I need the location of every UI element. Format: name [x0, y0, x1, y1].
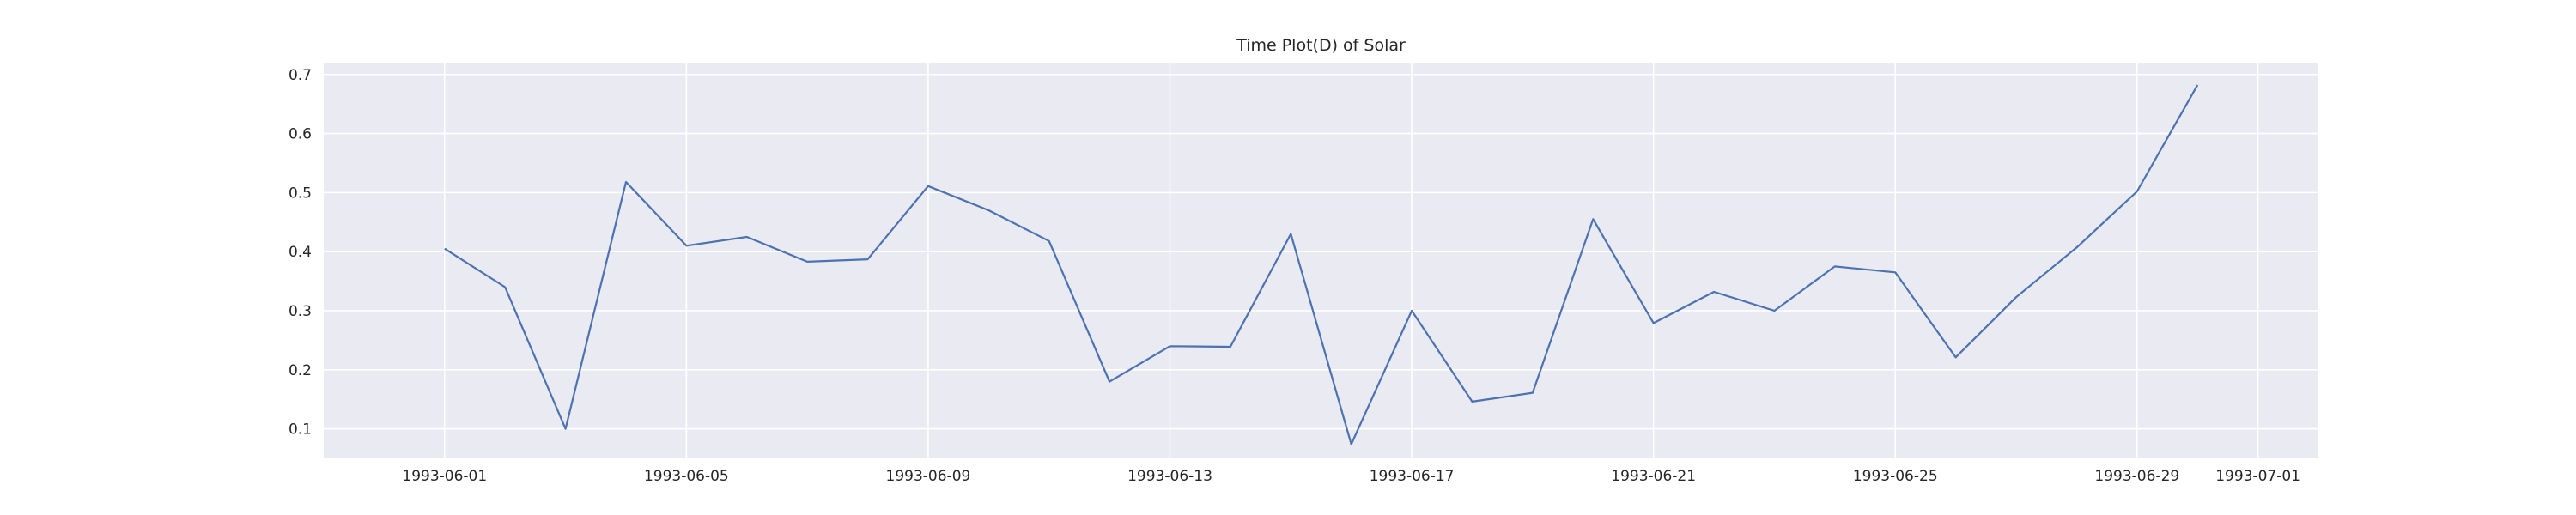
y-tick-label: 0.7 [289, 67, 312, 84]
x-tick-label: 1993-06-21 [1611, 468, 1696, 485]
y-tick-label: 0.1 [289, 421, 312, 439]
y-tick-label: 0.3 [289, 303, 312, 320]
y-tick-label: 0.6 [289, 126, 312, 143]
x-tick-label: 1993-06-13 [1127, 468, 1212, 485]
grid [324, 63, 2318, 458]
y-tick-label: 0.2 [289, 362, 312, 379]
x-tick-label: 1993-06-25 [1853, 468, 1938, 485]
x-tick-label: 1993-06-29 [2094, 468, 2179, 485]
x-tick-label: 1993-06-09 [886, 468, 971, 485]
series-line [444, 84, 2199, 445]
y-tick-label: 0.4 [289, 244, 312, 261]
plot-area [324, 63, 2318, 458]
x-tick-label: 1993-06-01 [402, 468, 487, 485]
y-tick-label: 0.5 [289, 185, 312, 202]
x-tick-label: 1993-06-17 [1370, 468, 1455, 485]
x-tick-label: 1993-06-05 [644, 468, 729, 485]
chart-title: Time Plot(D) of Solar [1236, 36, 1406, 55]
series-layer [444, 84, 2199, 445]
tick-labels: 1993-06-01 1993-06-05 1993-06-09 1993-06-13… [289, 67, 2300, 485]
x-tick-label: 1993-07-01 [2215, 468, 2300, 485]
